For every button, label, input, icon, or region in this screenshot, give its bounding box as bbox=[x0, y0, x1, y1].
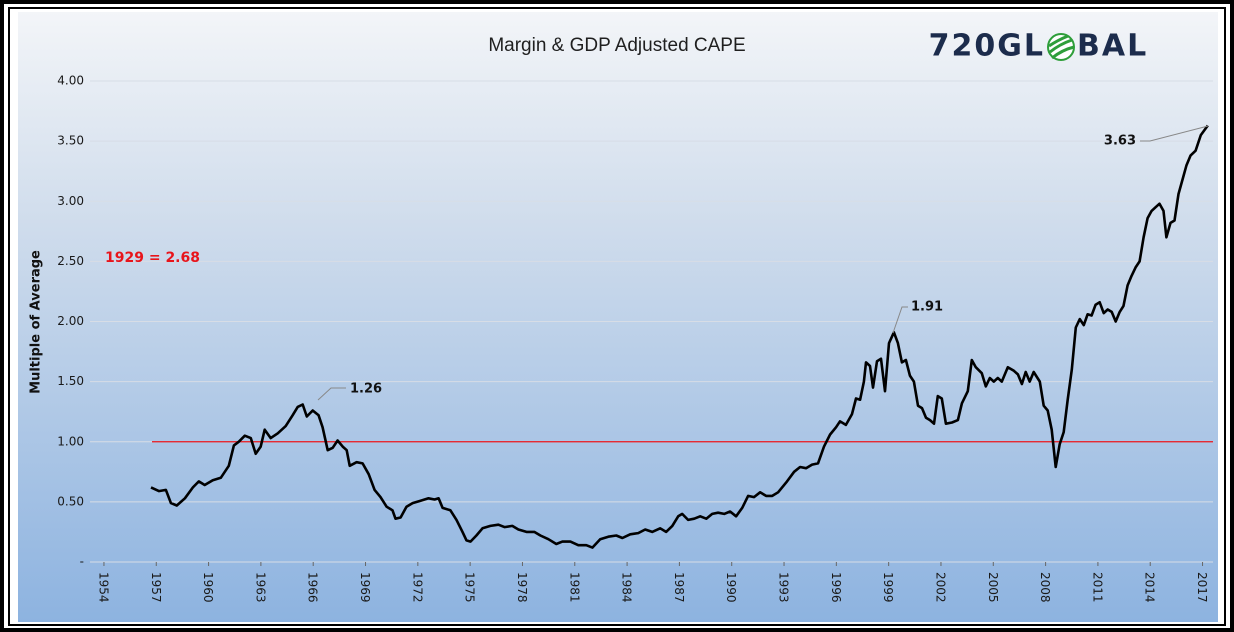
leader-line bbox=[1140, 125, 1209, 142]
leader-line bbox=[892, 306, 908, 334]
x-tick-label: 1957 bbox=[149, 572, 163, 603]
x-tick-label: 1996 bbox=[829, 572, 843, 603]
x-tick-label: 1969 bbox=[358, 572, 372, 603]
x-tick-label: 2008 bbox=[1038, 572, 1052, 603]
y-axis-label: Multiple of Average bbox=[29, 250, 44, 394]
x-tick-label: 1987 bbox=[672, 572, 686, 603]
chart-title: Margin & GDP Adjusted CAPE bbox=[488, 35, 745, 56]
y-tick-label: - bbox=[80, 555, 84, 569]
annotation: 1.26 bbox=[350, 382, 382, 397]
x-tick-label: 1984 bbox=[620, 572, 634, 603]
y-tick-label: 4.00 bbox=[57, 74, 84, 88]
annotation: 1929 = 2.68 bbox=[105, 250, 200, 266]
leader-line bbox=[317, 387, 346, 401]
x-tick-label: 1963 bbox=[253, 572, 267, 603]
logo-globe bbox=[1047, 33, 1075, 61]
x-tick-label: 1960 bbox=[201, 572, 215, 603]
x-tick-label: 2017 bbox=[1195, 572, 1209, 603]
y-tick-label: 2.00 bbox=[57, 314, 84, 328]
logo-right: BAL bbox=[1077, 29, 1148, 64]
y-tick-label: 2.50 bbox=[57, 254, 84, 268]
y-tick-label: 3.00 bbox=[57, 194, 84, 208]
y-tick-label: 1.50 bbox=[57, 374, 84, 388]
annotation: 3.63 bbox=[1104, 134, 1136, 149]
x-tick-label: 1978 bbox=[515, 572, 529, 603]
x-tick-label: 2011 bbox=[1090, 572, 1104, 603]
x-tick-label: 1999 bbox=[881, 572, 895, 603]
y-tick-label: 0.50 bbox=[57, 494, 84, 508]
x-tick-label: 1972 bbox=[410, 572, 424, 603]
x-tick-label: 1993 bbox=[777, 572, 791, 603]
x-tick-label: 1966 bbox=[306, 572, 320, 603]
annotation: 1.91 bbox=[911, 300, 943, 315]
x-tick-label: 1975 bbox=[463, 572, 477, 603]
y-tick-label: 3.50 bbox=[57, 134, 84, 148]
y-tick-label: 1.00 bbox=[57, 434, 84, 448]
data-line bbox=[150, 124, 1209, 549]
x-tick-label: 2002 bbox=[933, 572, 947, 603]
inner-frame bbox=[8, 7, 1226, 626]
x-tick-label: 1990 bbox=[724, 572, 738, 603]
x-tick-label: 2014 bbox=[1143, 572, 1157, 603]
logo-left: 720GL bbox=[929, 29, 1045, 64]
plot-background bbox=[18, 12, 1218, 622]
x-tick-label: 1954 bbox=[96, 572, 110, 603]
x-tick-label: 1981 bbox=[567, 572, 581, 603]
x-tick-label: 2005 bbox=[986, 572, 1000, 603]
